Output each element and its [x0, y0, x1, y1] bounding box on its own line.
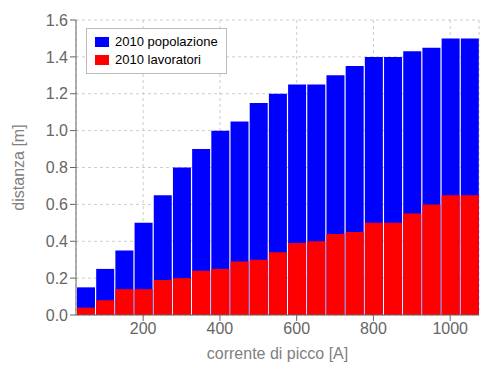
svg-text:corrente di picco [A]: corrente di picco [A] [207, 345, 348, 362]
svg-text:800: 800 [360, 320, 387, 337]
svg-text:1.6: 1.6 [46, 12, 68, 29]
svg-text:600: 600 [283, 320, 310, 337]
svg-text:0.8: 0.8 [46, 159, 68, 176]
svg-text:1.2: 1.2 [46, 85, 68, 102]
svg-text:1.0: 1.0 [46, 122, 68, 139]
svg-text:200: 200 [130, 320, 157, 337]
html-text:2010 popolazione: 2010 popolazione [115, 34, 218, 49]
svg-text:1000: 1000 [432, 320, 468, 337]
svg-text:distanza [m]: distanza [m] [10, 124, 27, 210]
svg-text:0.2: 0.2 [46, 270, 68, 287]
svg-text:0.4: 0.4 [46, 233, 68, 250]
html-text:2010 lavoratori: 2010 lavoratori [115, 52, 201, 67]
svg-text:1.4: 1.4 [46, 49, 68, 66]
svg-text:0.6: 0.6 [46, 196, 68, 213]
svg-text:400: 400 [207, 320, 234, 337]
svg-text:0.0: 0.0 [46, 307, 68, 324]
